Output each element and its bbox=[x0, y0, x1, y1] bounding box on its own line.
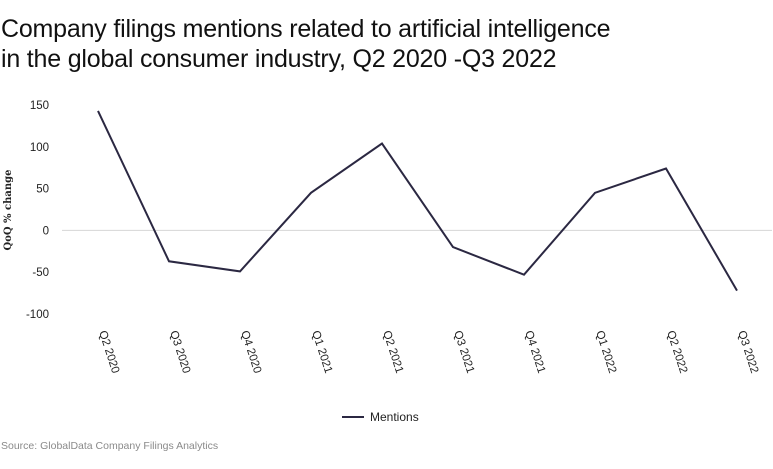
x-tick-label: Q1 2022 bbox=[593, 329, 618, 375]
legend-label-mentions: Mentions bbox=[370, 410, 419, 424]
y-tick-label: 100 bbox=[30, 142, 49, 154]
x-tick-label: Q2 2020 bbox=[96, 329, 121, 375]
x-tick-label: Q3 2021 bbox=[451, 329, 476, 375]
series-line-mentions bbox=[97, 110, 738, 292]
y-axis-label: QoQ % change bbox=[3, 169, 14, 250]
x-tick-label: Q4 2020 bbox=[238, 329, 263, 375]
x-tick-label: Q3 2020 bbox=[167, 329, 192, 375]
legend-swatch-mentions bbox=[342, 416, 364, 418]
x-tick-label: Q4 2021 bbox=[522, 329, 547, 375]
y-tick-label: 150 bbox=[30, 100, 49, 112]
x-tick-label: Q2 2022 bbox=[664, 329, 689, 375]
x-axis-ticks: Q2 2020 Q3 2020 Q4 2020 Q1 2021 Q2 2021 Q3 20… bbox=[96, 329, 760, 375]
chart-title: Company filings mentions related to arti… bbox=[1, 14, 761, 74]
y-axis-ticks: 150 100 50 0 -50 -100 bbox=[26, 100, 49, 321]
chart-title-line-2: in the global consumer industry, Q2 2020… bbox=[1, 45, 557, 73]
x-tick-label: Q3 2022 bbox=[735, 329, 760, 375]
y-tick-label: -50 bbox=[32, 267, 49, 279]
x-tick-label: Q1 2021 bbox=[309, 329, 334, 375]
chart-title-line-1: Company filings mentions related to arti… bbox=[1, 15, 611, 43]
y-tick-label: 50 bbox=[36, 184, 49, 196]
series-group bbox=[97, 110, 738, 292]
legend: Mentions bbox=[342, 410, 419, 424]
y-tick-label: 0 bbox=[43, 225, 49, 237]
x-tick-label: Q2 2021 bbox=[380, 329, 405, 375]
source-note: Source: GlobalData Company Filings Analy… bbox=[1, 440, 219, 452]
y-tick-label: -100 bbox=[26, 309, 49, 321]
